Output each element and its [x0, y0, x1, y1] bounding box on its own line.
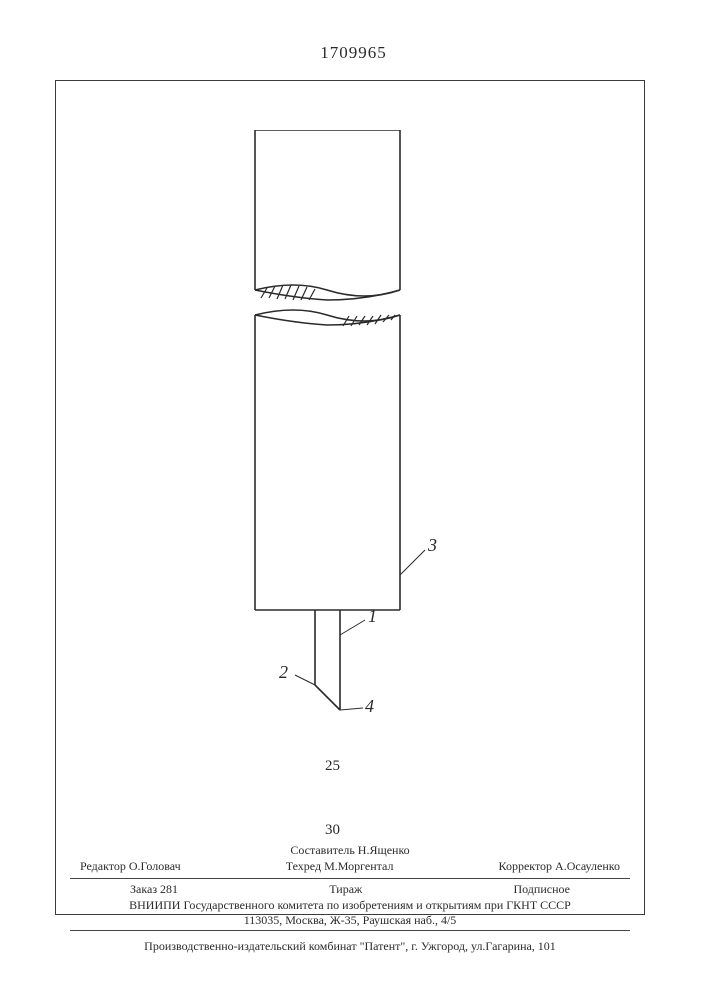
- credits-podpis: Подписное: [513, 882, 570, 897]
- paragraph-number-30: 30: [325, 822, 340, 839]
- credits-block: Составитель Н.Ященко Редактор О.Головач …: [70, 843, 630, 954]
- figure-label-1: 1: [368, 606, 377, 627]
- paragraph-number-25: 25: [325, 758, 340, 775]
- figure-label-2: 2: [279, 662, 288, 683]
- separator-1: [70, 878, 630, 879]
- figure-svg: [195, 130, 495, 770]
- page-root: 1709965: [0, 0, 707, 1000]
- separator-2: [70, 930, 630, 931]
- credits-order: Заказ 281: [130, 882, 178, 897]
- technical-figure: 3 1 2 4: [195, 130, 495, 750]
- credits-publisher-2: 113035, Москва, Ж-35, Раушская наб., 4/5: [70, 913, 630, 928]
- credits-techred: Техред М.Моргентал: [286, 859, 394, 874]
- credits-composer: Составитель Н.Ященко: [70, 843, 630, 858]
- figure-label-4: 4: [365, 696, 374, 717]
- credits-production: Производственно-издательский комбинат "П…: [70, 939, 630, 954]
- credits-corrector: Корректор А.Осауленко: [499, 859, 620, 874]
- credits-tirazh: Тираж: [329, 882, 362, 897]
- figure-label-3: 3: [428, 535, 437, 556]
- credits-publisher-1: ВНИИПИ Государственного комитета по изоб…: [70, 898, 630, 913]
- document-number: 1709965: [0, 43, 707, 63]
- credits-editor: Редактор О.Головач: [80, 859, 181, 874]
